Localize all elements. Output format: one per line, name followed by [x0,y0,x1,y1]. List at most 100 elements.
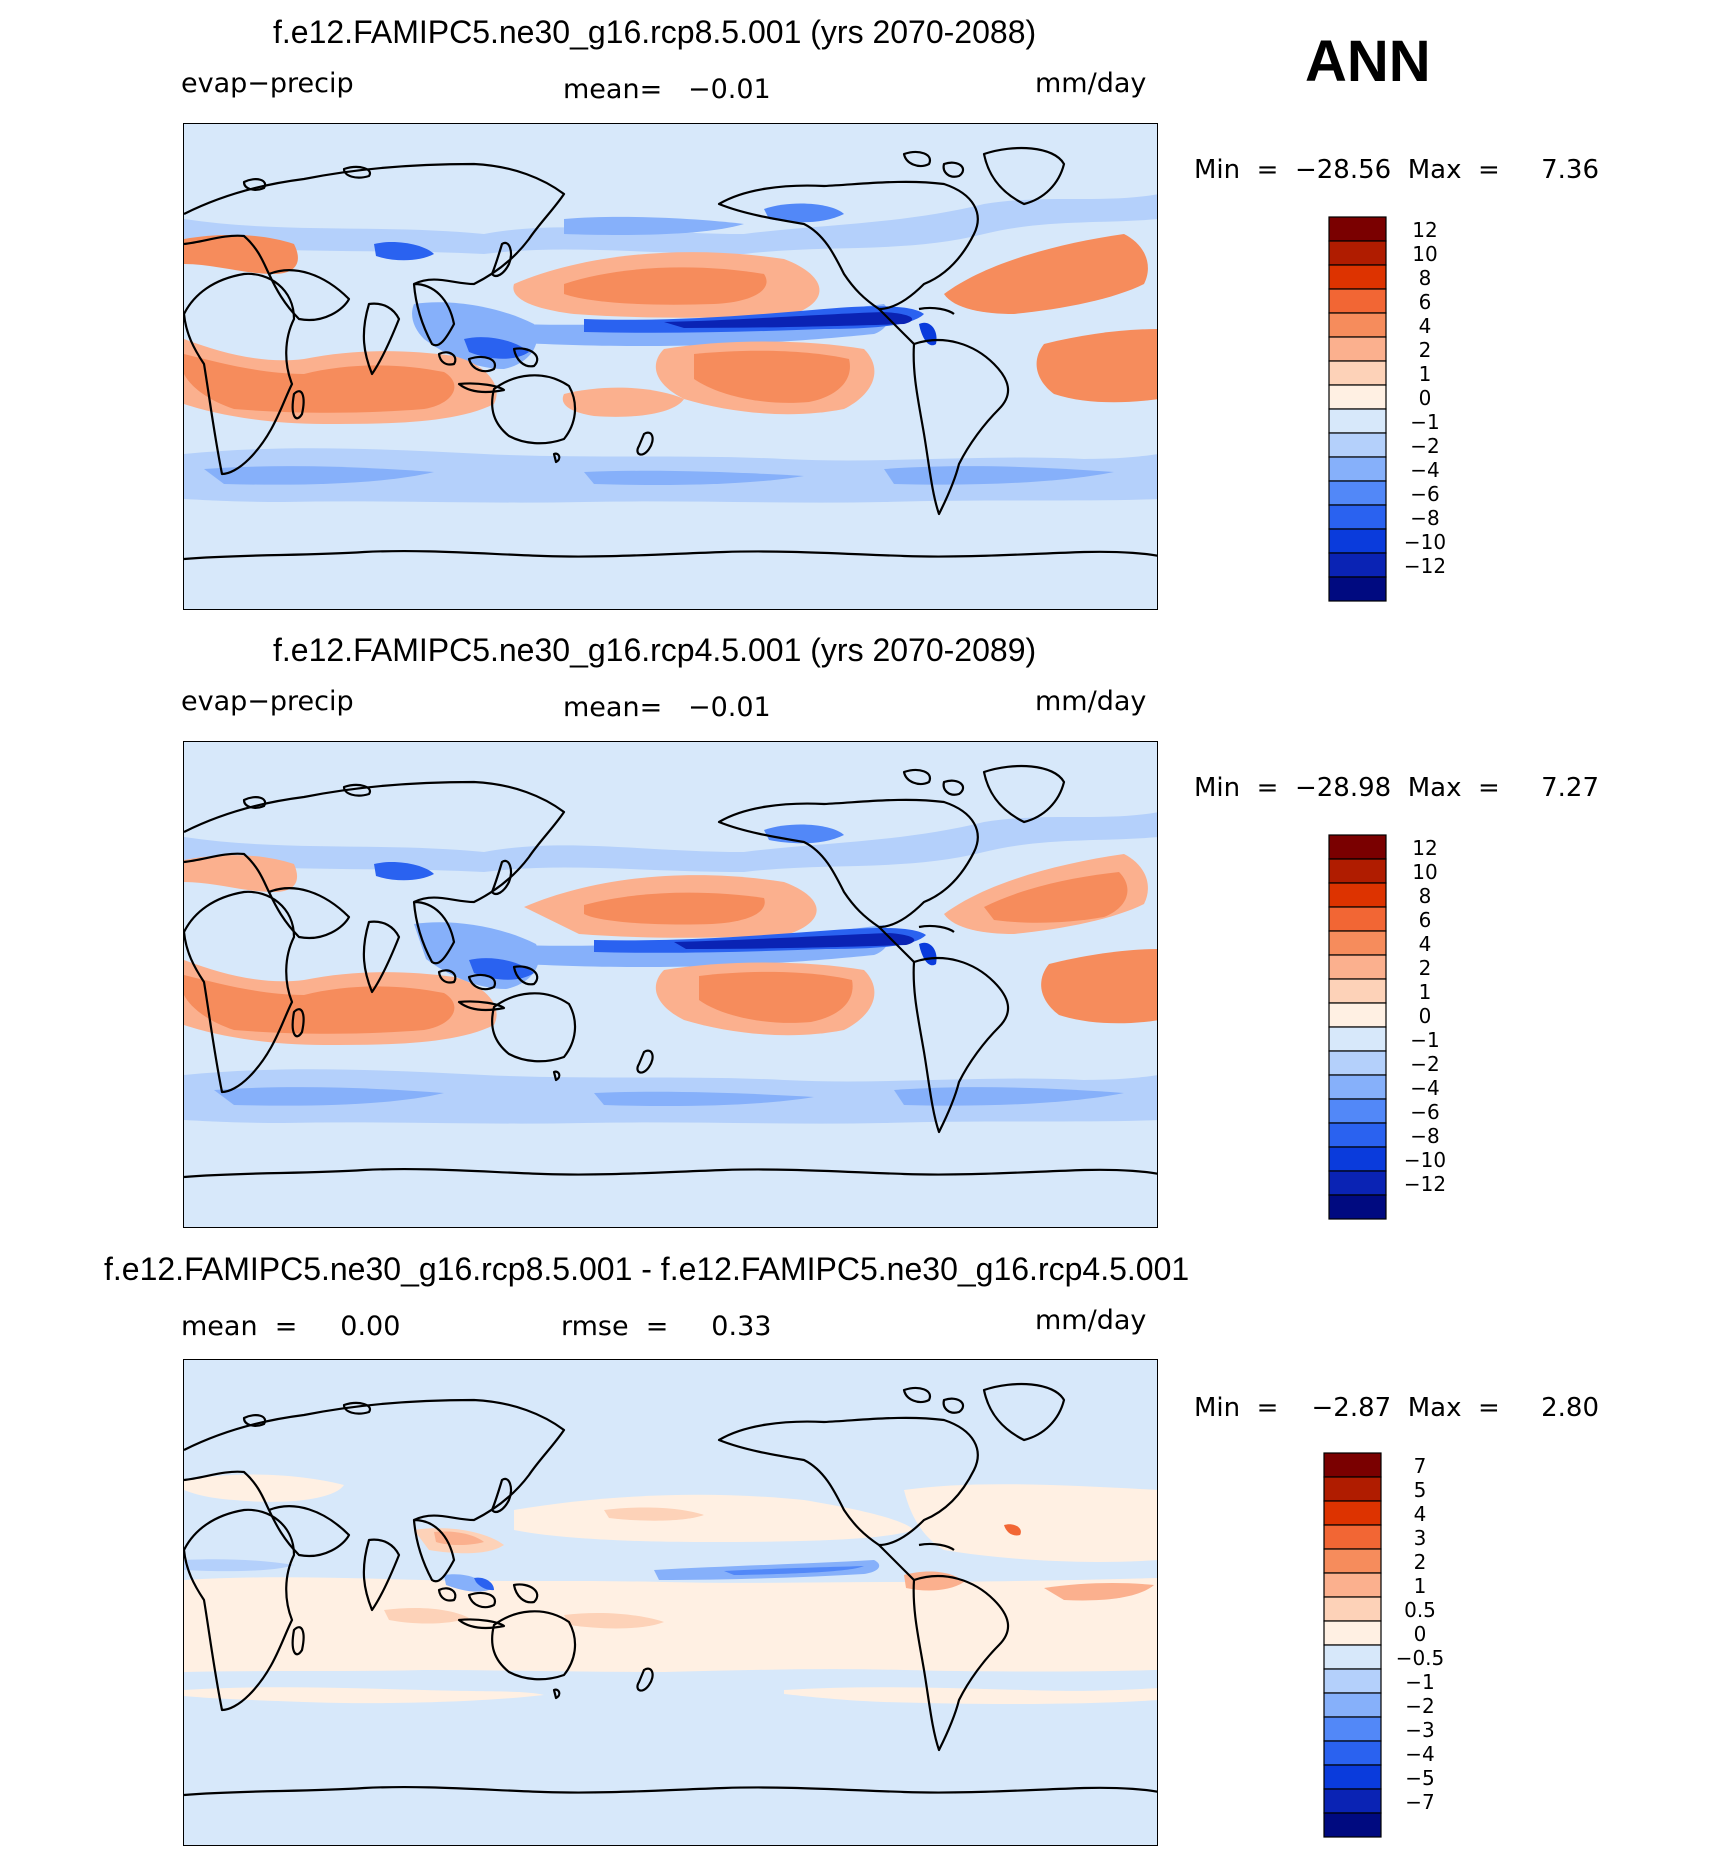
colorbar-swatch [1328,978,1387,1004]
colorbar-swatch [1323,1716,1382,1742]
colorbar-label: 12 [1412,836,1437,860]
variable-label: evap−precip [181,68,354,99]
map-difference [183,1359,1158,1846]
colorbar-swatch [1323,1524,1382,1550]
colorbar-label: 10 [1412,242,1437,266]
colorbar-swatch [1328,834,1387,860]
colorbar-swatch [1328,360,1387,386]
colorbar-swatch [1328,1098,1387,1124]
colorbar-label: 2 [1419,956,1432,980]
colorbar: 7 5 4 3 2 1 0.5 0 −0.5 −1 −2 −3 −4 −5 −7 [1323,1452,1483,1845]
colorbar-swatch [1328,552,1387,578]
minmax-label: Min = −28.56 Max = 7.36 [1194,155,1600,185]
mean-label: mean = 0.00 [181,1311,401,1342]
colorbar-swatch [1328,312,1387,338]
colorbar-swatch [1323,1596,1382,1622]
colorbar-label: −12 [1404,554,1446,578]
colorbar-label: −2 [1410,1052,1439,1076]
map-rcp45 [183,741,1158,1228]
colorbar-swatch [1328,264,1387,290]
colorbar-label: 3 [1414,1526,1427,1550]
colorbar-swatch [1323,1788,1382,1814]
colorbar-label: 8 [1419,884,1432,908]
colorbar-swatch [1328,1002,1387,1028]
colorbar-label: −4 [1405,1742,1434,1766]
colorbar-label: −6 [1410,482,1439,506]
colorbar-label: −2 [1405,1694,1434,1718]
colorbar-swatch [1328,336,1387,362]
colorbar-swatch [1328,456,1387,482]
colorbar: 12 10 8 6 4 2 1 0 −1 −2 −4 −6 −8 −10 −12 [1328,834,1488,1227]
season-label: ANN [1305,29,1431,94]
colorbar-swatch [1328,1194,1387,1220]
rmse-label: rmse = 0.33 [561,1311,772,1342]
panel-rcp85: f.e12.FAMIPC5.ne30_g16.rcp8.5.001 (yrs 2… [0,0,1710,620]
colorbar-swatch [1323,1692,1382,1718]
colorbar-swatch [1328,288,1387,314]
colorbar-swatch [1328,954,1387,980]
panel-title: f.e12.FAMIPC5.ne30_g16.rcp8.5.001 - f.e1… [104,1251,1190,1287]
colorbar-label: 0.5 [1404,1598,1436,1622]
colorbar-swatch [1328,1074,1387,1100]
colorbar-swatch [1323,1764,1382,1790]
colorbar-label: −3 [1405,1718,1434,1742]
colorbar-label: 6 [1419,290,1432,314]
minmax-label: Min = −28.98 Max = 7.27 [1194,773,1600,803]
colorbar-label: −4 [1410,1076,1439,1100]
colorbar-swatch [1328,1050,1387,1076]
units-label: mm/day [1035,1305,1147,1336]
colorbar-swatch [1328,408,1387,434]
colorbar-swatch [1328,504,1387,530]
colorbar-swatch [1328,1146,1387,1172]
colorbar-label: −10 [1404,530,1446,554]
colorbar-label: 4 [1419,932,1432,956]
panel-rcp45: f.e12.FAMIPC5.ne30_g16.rcp4.5.001 (yrs 2… [0,618,1710,1238]
colorbar-label: −1 [1405,1670,1434,1694]
colorbar-swatch [1323,1452,1382,1478]
colorbar-label: 0 [1419,386,1432,410]
colorbar-label: 4 [1414,1502,1427,1526]
colorbar-label: −6 [1410,1100,1439,1124]
colorbar-swatch [1323,1644,1382,1670]
colorbar-label: −12 [1404,1172,1446,1196]
colorbar-swatch [1328,882,1387,908]
colorbar-swatch [1323,1668,1382,1694]
colorbar-label: 12 [1412,218,1437,242]
colorbar-label: 1 [1419,980,1432,1004]
panel-difference: f.e12.FAMIPC5.ne30_g16.rcp8.5.001 - f.e1… [0,1237,1710,1857]
colorbar-label: 2 [1419,338,1432,362]
colorbar-label: 10 [1412,860,1437,884]
colorbar-label: −8 [1410,506,1439,530]
colorbar-label: 0 [1419,1004,1432,1028]
colorbar-swatch [1323,1500,1382,1526]
colorbar-swatch [1323,1548,1382,1574]
colorbar-swatch [1328,1122,1387,1148]
colorbar-label: 1 [1414,1574,1427,1598]
colorbar-label: 0 [1414,1622,1427,1646]
colorbar-label: −7 [1405,1790,1434,1814]
colorbar-label: −8 [1410,1124,1439,1148]
colorbar-swatch [1328,216,1387,242]
colorbar-label: 6 [1419,908,1432,932]
panel-title: f.e12.FAMIPC5.ne30_g16.rcp4.5.001 (yrs 2… [273,632,1037,668]
colorbar-swatch [1323,1620,1382,1646]
colorbar-label: −10 [1404,1148,1446,1172]
panel-title: f.e12.FAMIPC5.ne30_g16.rcp8.5.001 (yrs 2… [273,14,1037,50]
variable-label: evap−precip [181,686,354,717]
colorbar-swatch [1328,1170,1387,1196]
colorbar-swatch [1328,480,1387,506]
colorbar-label: −1 [1410,410,1439,434]
colorbar-label: −1 [1410,1028,1439,1052]
colorbar-label: −5 [1405,1766,1434,1790]
mean-label: mean= −0.01 [563,692,771,723]
colorbar-swatch [1328,858,1387,884]
colorbar-label: 4 [1419,314,1432,338]
colorbar-label: 5 [1414,1478,1427,1502]
colorbar-label: −2 [1410,434,1439,458]
colorbar-swatch [1328,432,1387,458]
mean-label: mean= −0.01 [563,74,771,105]
colorbar-label: 1 [1419,362,1432,386]
